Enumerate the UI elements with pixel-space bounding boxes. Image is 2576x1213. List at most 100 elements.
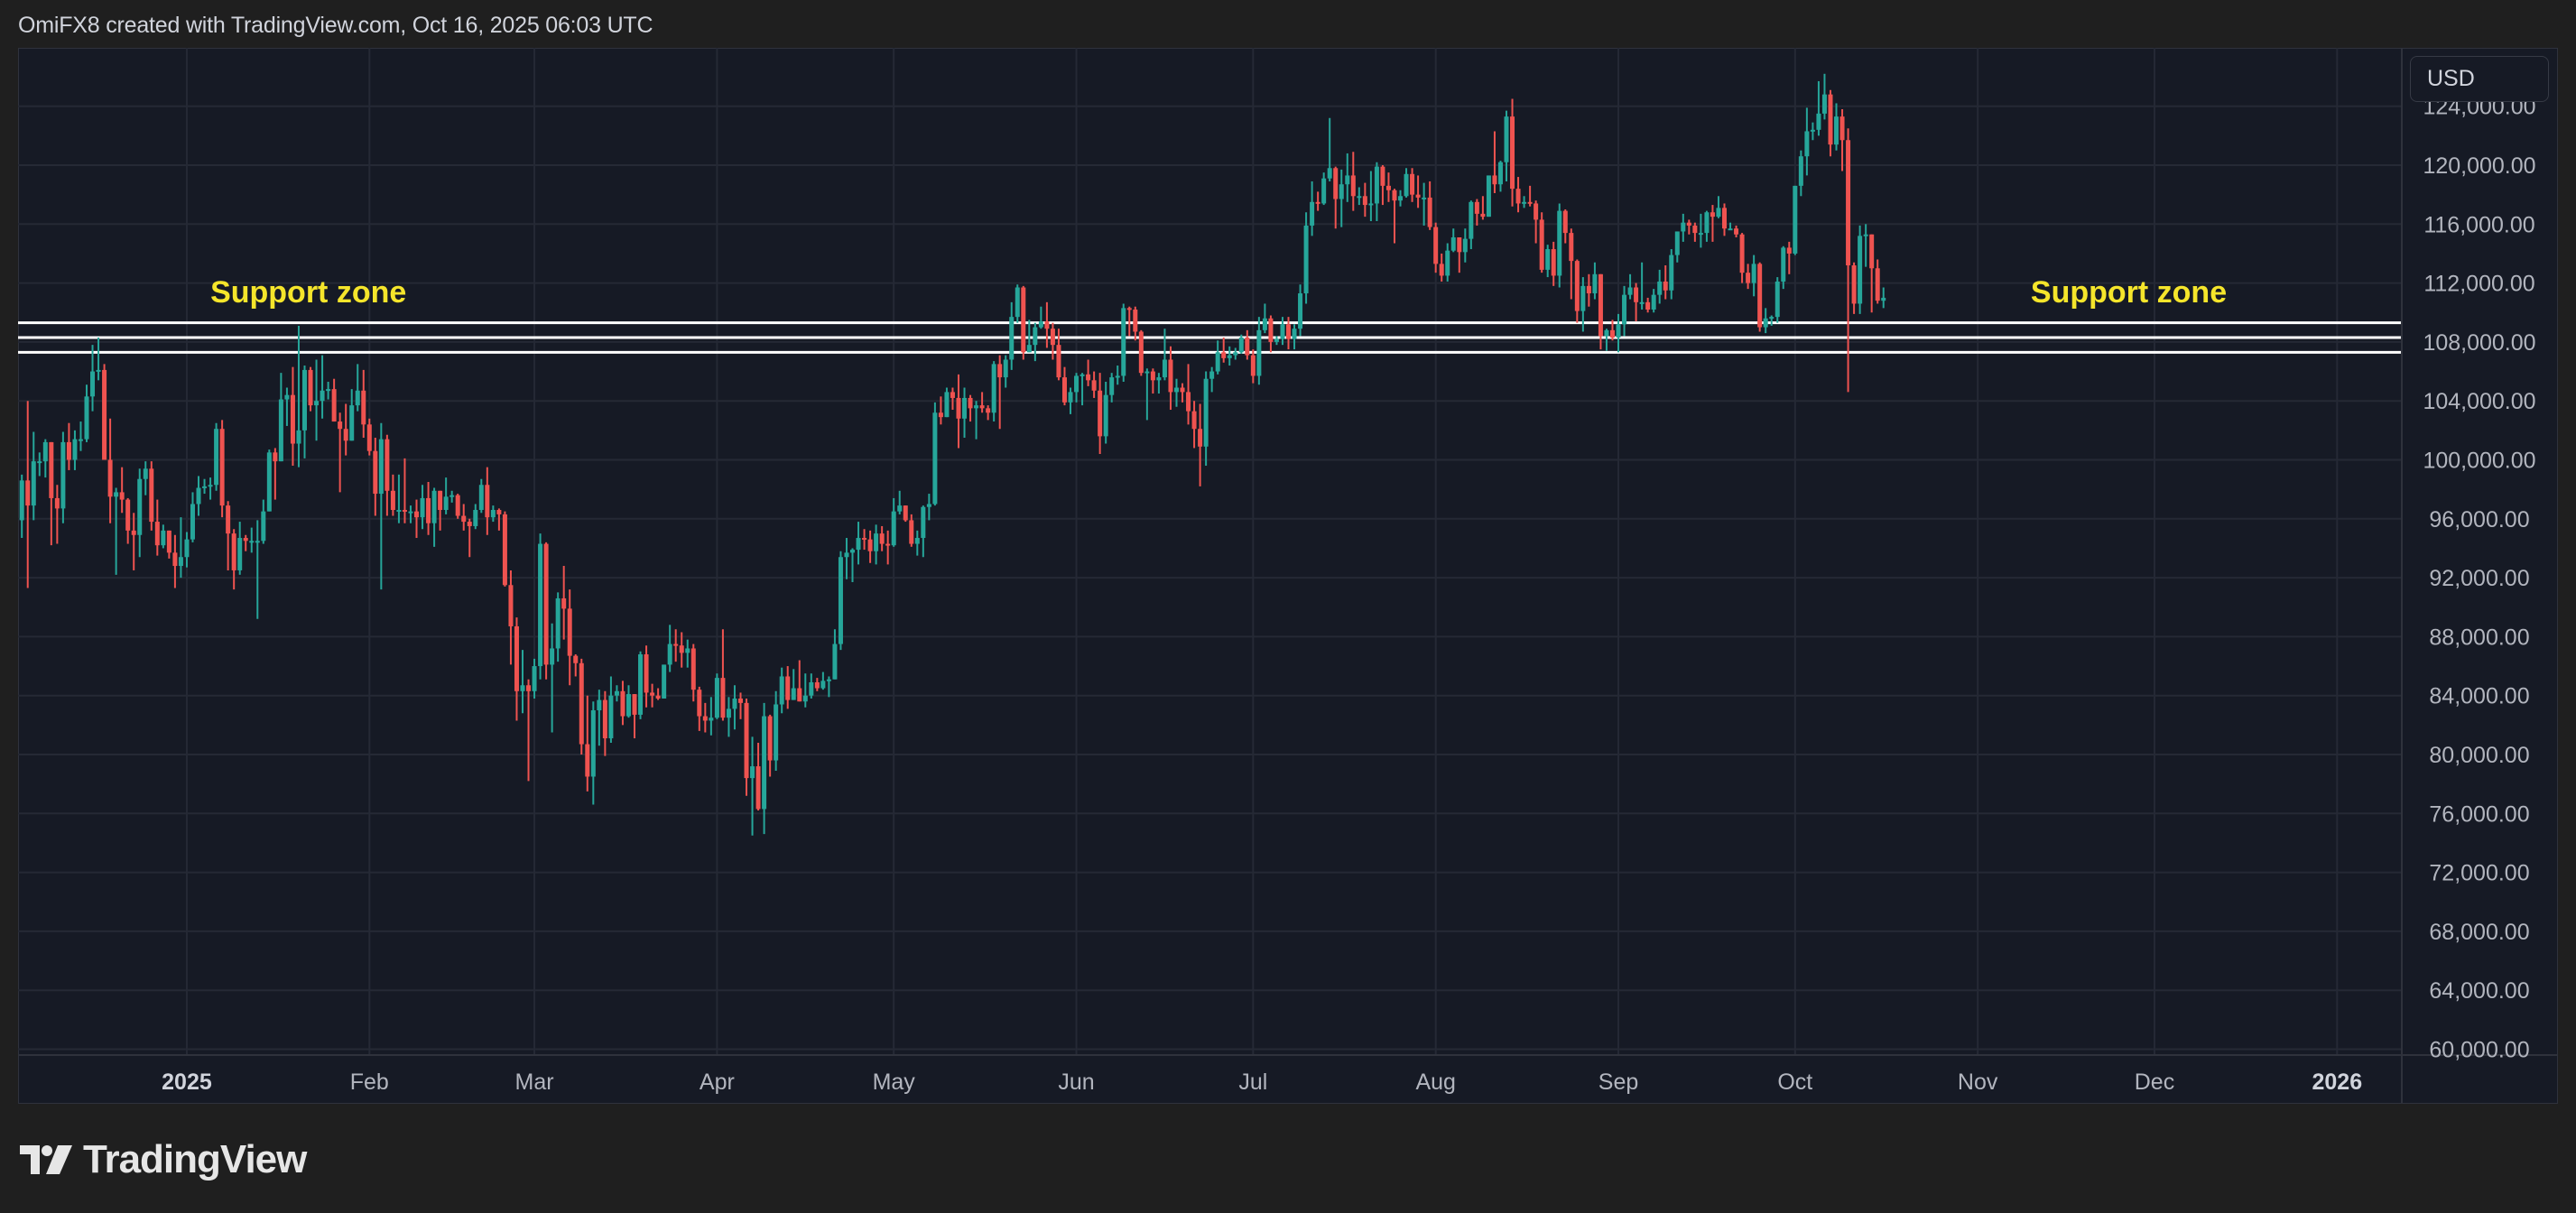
candle-up [974, 401, 979, 440]
tradingview-logo[interactable]: TradingView [20, 1137, 307, 1182]
candle-body [550, 648, 555, 665]
candle-body [1663, 281, 1668, 291]
candle-body [349, 405, 355, 441]
candle-body [96, 369, 101, 372]
currency-button[interactable]: USD [2410, 56, 2549, 102]
candle-body [1227, 355, 1232, 358]
candle-body [301, 369, 307, 431]
candle-body [697, 690, 702, 717]
candle-up [1804, 107, 1810, 176]
candle-body [243, 538, 248, 542]
time-tick-label: Jun [1058, 1069, 1094, 1095]
candle-down [1551, 241, 1556, 286]
time-tick-label: Dec [2135, 1069, 2174, 1095]
candle-up [1068, 387, 1073, 414]
candle-up [314, 359, 320, 441]
candle-up [914, 530, 920, 556]
candle-body [508, 585, 514, 626]
candle-up [1357, 187, 1362, 206]
candle-down [1021, 285, 1026, 360]
candle-body [102, 369, 107, 460]
candle-body [249, 541, 255, 543]
candle-body [1816, 113, 1821, 130]
candle-down [1734, 225, 1739, 237]
candle-body [478, 485, 484, 511]
candle-body [767, 716, 773, 761]
candle-body [1781, 247, 1786, 282]
candle-body [667, 644, 672, 665]
candle-down [997, 355, 1003, 430]
candle-up [78, 421, 83, 451]
candle-up [714, 673, 719, 719]
candle-body [426, 497, 431, 523]
candle-body [1026, 345, 1032, 353]
candle-body [1515, 189, 1521, 204]
candle-body [1086, 374, 1091, 381]
candle-body [543, 543, 549, 665]
candle-body [42, 441, 48, 462]
candle-up [1651, 289, 1656, 313]
candle-body [774, 704, 779, 761]
candle-up [1238, 334, 1244, 354]
candle-down [1191, 401, 1197, 449]
candle-body [1757, 264, 1763, 328]
price-tick-label: 64,000.00 [2429, 978, 2529, 1004]
candle-body [1357, 196, 1362, 199]
candle-body [119, 492, 125, 500]
candle-body [1115, 375, 1120, 378]
candle-body [1769, 317, 1774, 319]
candle-body [1144, 371, 1150, 374]
candle-down [1586, 273, 1591, 307]
candle-down [461, 504, 467, 531]
candle-body [1168, 359, 1173, 393]
candle-body [166, 530, 171, 553]
candle-body [1126, 308, 1132, 310]
candle-up [1374, 162, 1379, 222]
candle-body [1686, 222, 1691, 226]
candle-body [1385, 185, 1391, 190]
candle-body [60, 441, 66, 509]
candle-down [390, 474, 395, 516]
price-tick-label: 76,000.00 [2429, 801, 2529, 827]
candle-body [1704, 212, 1710, 234]
candle-up [1215, 340, 1220, 375]
candle-down [1534, 200, 1539, 244]
candle-down [1527, 185, 1533, 207]
candle-body [1103, 394, 1108, 437]
candle-up [1156, 373, 1162, 394]
candle-up [1103, 381, 1108, 444]
annotations: Support zone Support zone [210, 275, 2227, 310]
candle-body [1457, 236, 1462, 253]
candle-body [1415, 194, 1421, 198]
candle-up [90, 345, 96, 412]
candle-body [72, 439, 78, 460]
candle-down [172, 534, 178, 588]
candle-body [826, 679, 831, 681]
candle-body [1828, 94, 1833, 145]
candle-up [1280, 317, 1285, 346]
candle-up [137, 468, 143, 558]
candle-down [231, 529, 236, 590]
candle-body [143, 468, 148, 479]
candle-body [885, 543, 891, 546]
candle-down [1757, 262, 1763, 332]
candle-down [1245, 329, 1250, 360]
candle-up [396, 474, 402, 523]
candle-body [90, 371, 96, 397]
candle-up [1144, 368, 1150, 421]
candle-body [378, 439, 384, 495]
candle-up [555, 592, 561, 662]
candle-body [1462, 238, 1468, 253]
candle-body [66, 441, 71, 460]
candle-body [273, 452, 278, 462]
candle-down [697, 686, 702, 731]
candle-body [54, 497, 60, 509]
candle-body [662, 664, 667, 699]
candle-up [202, 478, 208, 495]
candle-up [608, 676, 614, 743]
candle-body [779, 676, 784, 705]
grid-lines [18, 48, 2402, 1055]
candle-body [25, 480, 31, 506]
candle-up [1816, 80, 1821, 136]
